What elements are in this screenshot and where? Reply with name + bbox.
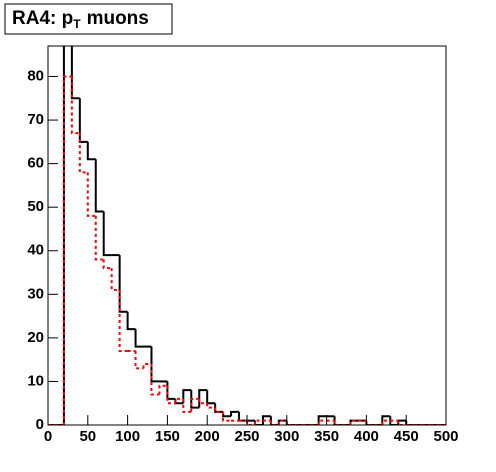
histogram-bin (78, 133, 88, 174)
title-text: muons (87, 8, 149, 29)
x-tick-label: 0 (44, 428, 52, 445)
histogram-bin (190, 390, 200, 409)
histogram-bin (206, 403, 216, 409)
histogram-bin (134, 329, 144, 348)
x-tick-label: 400 (354, 428, 379, 445)
x-tick-label: 300 (274, 428, 299, 445)
histogram-bin (253, 419, 263, 425)
x-tick-label: 100 (115, 428, 140, 445)
histogram-bin (333, 420, 343, 425)
y-tick-label: 60 (27, 155, 44, 172)
histogram-bin (190, 397, 200, 412)
histogram-bin (158, 384, 168, 395)
histogram-bin (94, 215, 104, 261)
histogram-bin (269, 416, 279, 425)
histogram-bin (389, 416, 399, 425)
y-tick-label: 0 (36, 416, 44, 433)
histogram-bin (317, 419, 327, 425)
histogram-bin (261, 415, 271, 425)
x-tick-label: 150 (155, 428, 180, 445)
histogram-bin (150, 364, 160, 396)
histogram-bin (222, 411, 232, 422)
histogram-bin (333, 416, 343, 425)
y-tick-label: 40 (27, 242, 44, 259)
histogram-bin (126, 311, 136, 331)
histogram-bin (94, 159, 104, 213)
y-tick-label: 70 (27, 111, 44, 128)
histogram-bin (102, 211, 112, 257)
histogram-bin (142, 363, 152, 369)
histogram-bin (102, 259, 112, 270)
title-subscript: T (73, 17, 81, 31)
title-box (4, 3, 173, 35)
histogram-bin (214, 407, 224, 413)
histogram-bin (198, 398, 208, 405)
histogram-bin (86, 141, 96, 161)
y-tick-label: 80 (27, 67, 44, 84)
histogram-bin (118, 255, 128, 313)
histogram-bin (349, 419, 359, 425)
y-tick-label: 30 (27, 285, 44, 302)
chart-title: RA4: pT muons (12, 8, 149, 31)
y-tick-label: 10 (27, 372, 44, 389)
histogram-bin (269, 420, 279, 425)
histogram-bin (381, 419, 391, 425)
x-tick-label: 250 (234, 428, 259, 445)
x-tick-label: 200 (195, 428, 220, 445)
y-tick-label: 20 (27, 329, 44, 346)
histogram-bin (150, 346, 160, 383)
histogram-bin (214, 403, 224, 413)
histogram-bin (397, 420, 407, 425)
histogram-bin (118, 289, 128, 352)
x-tick-label: 500 (433, 428, 458, 445)
histogram-bin (174, 397, 184, 404)
histogram-bin (70, 46, 80, 100)
title-text: RA4: p (12, 8, 73, 29)
y-tick-label: 50 (27, 198, 44, 215)
histogram-bin (86, 172, 96, 217)
histogram-bin (277, 419, 287, 425)
x-tick-label: 450 (394, 428, 419, 445)
histogram-bin (110, 268, 120, 291)
histogram-bin (230, 410, 240, 417)
histogram-bin (182, 398, 192, 413)
x-tick-label: 350 (314, 428, 339, 445)
x-tick-label: 50 (79, 428, 96, 445)
histogram-bin (62, 75, 72, 425)
histogram-bin (70, 76, 80, 135)
